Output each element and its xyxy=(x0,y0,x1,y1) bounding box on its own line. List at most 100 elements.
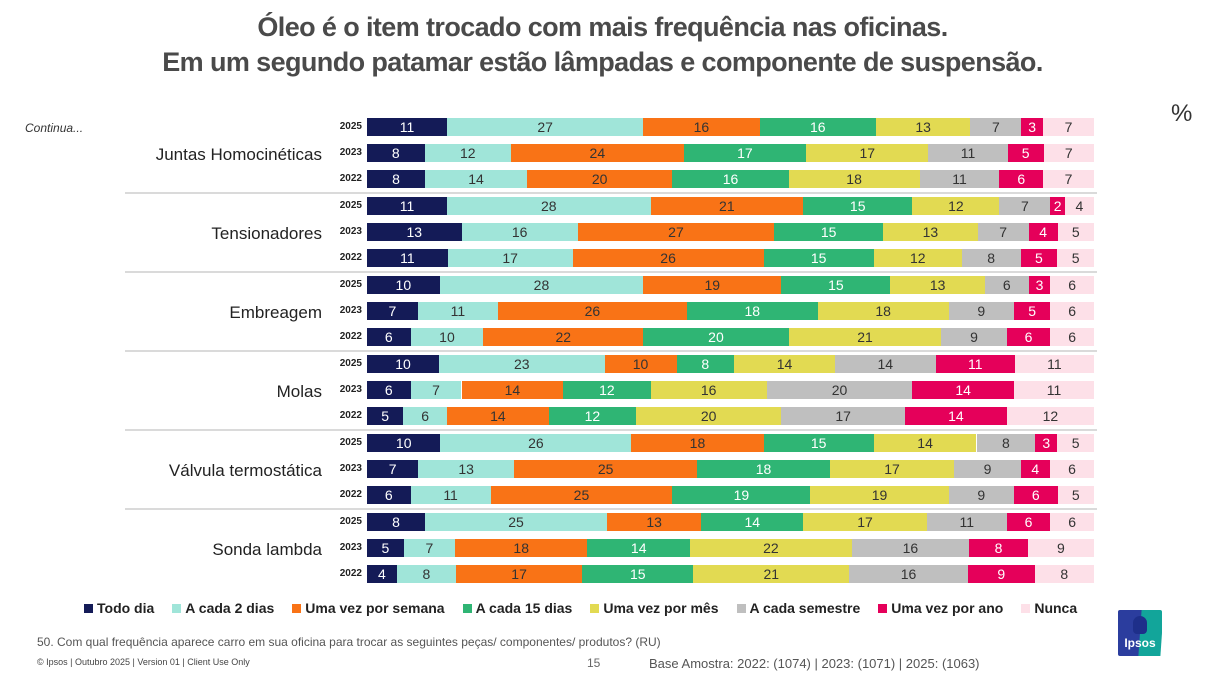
bar-segment-a-cada-semestre: 6 xyxy=(984,276,1029,294)
bar-segment-a-cada-semestre: 20 xyxy=(766,381,913,399)
bar-segment-a-cada-15-dias: 15 xyxy=(803,197,913,215)
bar-segment-uma-vez-por-ano: 4 xyxy=(1028,223,1058,241)
bar-segment-uma-vez-por-m-s: 20 xyxy=(635,407,782,425)
bar-segment-uma-vez-por-ano: 3 xyxy=(1035,434,1058,452)
bar-segment-a-cada-semestre: 11 xyxy=(926,513,1007,531)
bar-segment-a-cada-15-dias: 20 xyxy=(643,328,789,346)
slide-title-line-2: Em um segundo patamar estão lâmpadas e c… xyxy=(162,47,1043,77)
bar-segment-nunca: 12 xyxy=(1006,407,1094,425)
bar-segment-nunca: 6 xyxy=(1050,276,1094,294)
bar-segment-a-cada-2-dias: 7 xyxy=(403,539,456,557)
bar-segment-a-cada-semestre: 7 xyxy=(977,223,1029,241)
year-label: 2023 xyxy=(339,226,362,237)
legend-swatch xyxy=(1021,603,1031,613)
question-note: 50. Com qual frequência aparece carro em… xyxy=(37,635,661,649)
year-label: 2025 xyxy=(339,437,362,448)
bar-segment-uma-vez-por-semana: 20 xyxy=(526,170,673,188)
bar-segment-uma-vez-por-semana: 22 xyxy=(483,328,644,346)
ipsos-logo: Ipsos xyxy=(1118,610,1162,656)
bar-segment-todo-dia: 4 xyxy=(367,565,397,583)
bar-segment-a-cada-2-dias: 28 xyxy=(439,276,644,294)
group-separator xyxy=(125,508,1097,510)
year-label: 2023 xyxy=(339,463,362,474)
bar-segment-todo-dia: 5 xyxy=(367,407,404,425)
group-separator xyxy=(125,350,1097,352)
bar-segment-a-cada-2-dias: 28 xyxy=(446,197,651,215)
year-label: 2022 xyxy=(339,331,362,342)
bar-segment-nunca: 7 xyxy=(1043,118,1094,136)
copyright-note: © Ipsos | Outubro 2025 | Version 01 | Cl… xyxy=(37,657,250,667)
bar-segment-uma-vez-por-m-s: 21 xyxy=(788,328,942,346)
bar-segment-a-cada-2-dias: 7 xyxy=(410,381,462,399)
bar-segment-a-cada-semestre: 9 xyxy=(948,486,1015,504)
bar-segment-uma-vez-por-m-s: 21 xyxy=(693,565,850,583)
bar-segment-a-cada-semestre: 16 xyxy=(851,539,970,557)
bar-segment-todo-dia: 6 xyxy=(367,328,411,346)
year-label: 2023 xyxy=(339,305,362,316)
legend-swatch xyxy=(878,603,888,613)
bar-segment-a-cada-15-dias: 17 xyxy=(683,144,807,162)
bar-segment-a-cada-15-dias: 15 xyxy=(582,565,694,583)
legend-label: Todo dia xyxy=(97,600,155,616)
bar-segment-todo-dia: 10 xyxy=(367,434,441,452)
group-separator xyxy=(125,192,1097,194)
bar-segment-a-cada-15-dias: 19 xyxy=(672,486,811,504)
bar-segment-uma-vez-por-semana: 13 xyxy=(606,513,702,531)
bar-segment-a-cada-15-dias: 15 xyxy=(763,434,874,452)
bar-segment-uma-vez-por-ano: 5 xyxy=(1020,249,1058,267)
bar-segment-nunca: 8 xyxy=(1034,565,1094,583)
legend-item: A cada 15 dias xyxy=(462,600,572,616)
bar-segment-uma-vez-por-m-s: 22 xyxy=(690,539,852,557)
bar-segment-uma-vez-por-semana: 26 xyxy=(572,249,764,267)
bar-segment-uma-vez-por-ano: 5 xyxy=(1007,144,1044,162)
bar-segment-uma-vez-por-ano: 3 xyxy=(1028,276,1051,294)
bar-segment-a-cada-15-dias: 12 xyxy=(563,381,651,399)
legend-item: Nunca xyxy=(1021,600,1077,616)
bar-segment-todo-dia: 8 xyxy=(367,170,426,188)
bar-segment-uma-vez-por-ano: 6 xyxy=(1014,486,1058,504)
bar-segment-a-cada-15-dias: 12 xyxy=(548,407,636,425)
bar-segment-nunca: 6 xyxy=(1050,513,1094,531)
bar-segment-a-cada-15-dias: 18 xyxy=(686,302,818,320)
bar-segment-todo-dia: 10 xyxy=(367,276,440,294)
year-label: 2022 xyxy=(339,489,362,500)
bar-segment-todo-dia: 10 xyxy=(367,355,439,373)
unit-label: % xyxy=(1171,100,1193,127)
bar-segment-uma-vez-por-semana: 16 xyxy=(643,118,760,136)
bar-segment-uma-vez-por-m-s: 12 xyxy=(912,197,1000,215)
bar-segment-uma-vez-por-ano: 4 xyxy=(1020,460,1050,478)
bar-segment-a-cada-2-dias: 8 xyxy=(396,565,457,583)
bar-segment-todo-dia: 7 xyxy=(367,302,418,320)
legend-label: Uma vez por ano xyxy=(891,600,1004,616)
bar-segment-a-cada-2-dias: 26 xyxy=(440,434,632,452)
continua-label: Continua... xyxy=(25,121,84,135)
bar-segment-nunca: 9 xyxy=(1027,539,1094,557)
bar-segment-a-cada-semestre: 16 xyxy=(849,565,968,583)
bar-segment-nunca: 11 xyxy=(1014,381,1094,399)
bar-segment-uma-vez-por-m-s: 17 xyxy=(806,144,929,162)
legend-item: Uma vez por ano xyxy=(878,600,1003,616)
bar-segment-uma-vez-por-m-s: 13 xyxy=(890,276,985,294)
bar-segment-uma-vez-por-semana: 21 xyxy=(650,197,804,215)
bar-segment-a-cada-2-dias: 16 xyxy=(461,223,578,241)
bar-segment-a-cada-semestre: 8 xyxy=(976,434,1036,452)
bar-segment-a-cada-2-dias: 6 xyxy=(403,407,447,425)
legend-item: A cada semestre xyxy=(736,600,860,616)
group-label: Sonda lambda xyxy=(212,540,322,559)
bar-segment-uma-vez-por-ano: 8 xyxy=(969,539,1028,557)
bar-segment-uma-vez-por-semana: 17 xyxy=(456,565,583,583)
bar-segment-nunca: 7 xyxy=(1043,144,1094,162)
bar-segment-uma-vez-por-ano: 9 xyxy=(967,565,1035,583)
bar-segment-a-cada-semestre: 11 xyxy=(919,170,1000,188)
bar-segment-nunca: 5 xyxy=(1057,249,1094,267)
bar-segment-todo-dia: 11 xyxy=(367,249,448,267)
bar-segment-a-cada-semestre: 9 xyxy=(954,460,1021,478)
year-label: 2022 xyxy=(339,252,362,263)
bar-segment-a-cada-15-dias: 8 xyxy=(676,355,735,373)
bar-segment-a-cada-2-dias: 12 xyxy=(424,144,511,162)
legend-item: Uma vez por semana xyxy=(292,600,445,616)
bar-segment-uma-vez-por-m-s: 19 xyxy=(810,486,949,504)
year-label: 2022 xyxy=(339,410,362,421)
bar-segment-uma-vez-por-m-s: 14 xyxy=(734,355,835,373)
bar-segment-todo-dia: 11 xyxy=(367,197,447,215)
